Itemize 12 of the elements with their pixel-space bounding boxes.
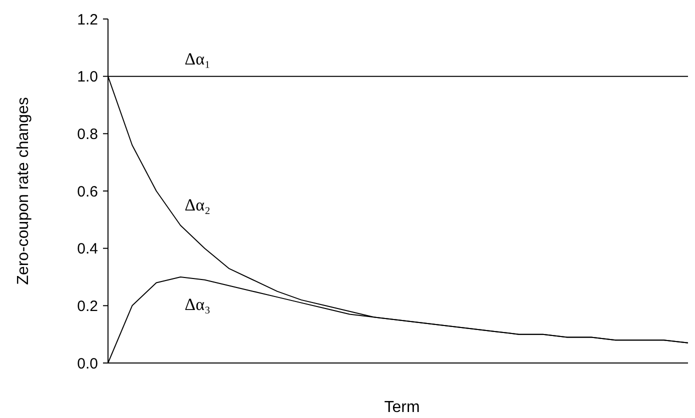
y-tick-label: 1.2 bbox=[77, 11, 98, 28]
y-tick-label: 1.0 bbox=[77, 68, 98, 86]
series-label: Δα₂ bbox=[184, 195, 210, 214]
series-label: Δα₁ bbox=[184, 49, 210, 68]
y-tick-label: 0.0 bbox=[77, 355, 98, 372]
y-tick-label: 0.2 bbox=[77, 298, 98, 315]
series-label: Δα₃ bbox=[184, 294, 211, 314]
y-axis-title: Zero-coupon rate changes bbox=[15, 97, 32, 285]
y-tick-label: 0.8 bbox=[77, 126, 98, 143]
x-axis-title: Term bbox=[384, 399, 420, 416]
y-tick-label: 0.4 bbox=[77, 240, 98, 258]
y-tick-label: 0.6 bbox=[77, 183, 98, 200]
